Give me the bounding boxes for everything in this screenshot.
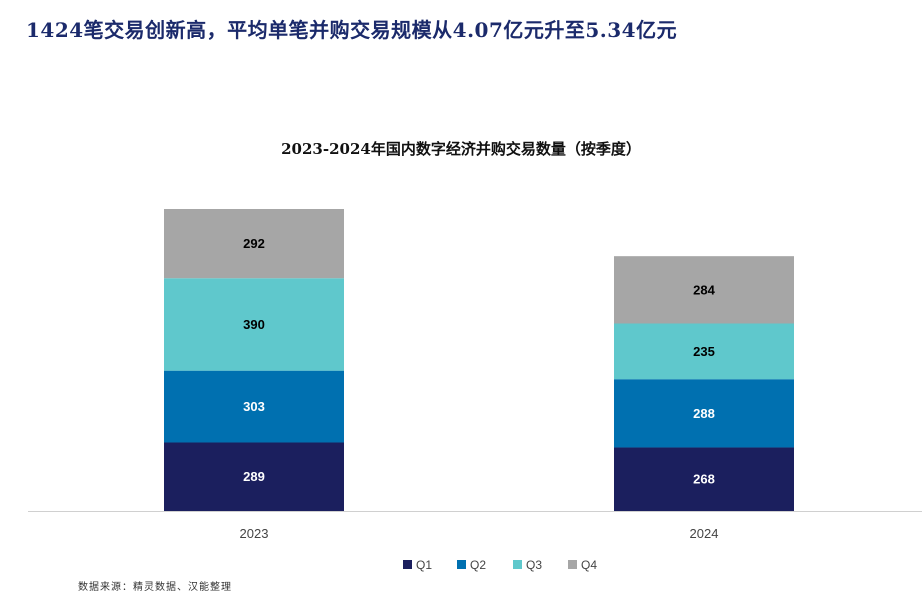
legend-swatch-q2: [457, 560, 466, 569]
legend-label-q1: Q1: [416, 558, 432, 572]
bar-2024-q1: [614, 447, 794, 511]
data-label-2024-q3: 235: [693, 344, 715, 359]
chart-title: 2023-2024年国内数字经济并购交易数量（按季度）: [281, 140, 641, 158]
data-label-2024-q1: 268: [693, 472, 715, 487]
bar-2024-q2: [614, 379, 794, 448]
bar-2024-q3: [614, 323, 794, 380]
data-label-2023-q4: 292: [243, 236, 265, 251]
legend-label-q2: Q2: [470, 558, 486, 572]
source-note: 数据来源：精灵数据、汉能整理: [78, 582, 232, 593]
legend-swatch-q4: [568, 560, 577, 569]
legend-label-q4: Q4: [581, 558, 597, 572]
bar-2024-q4: [614, 256, 794, 324]
bar-2023-q2: [164, 370, 344, 443]
legend-swatch-q3: [513, 560, 522, 569]
legend-label-q3: Q3: [526, 558, 542, 572]
data-label-2023-q2: 303: [243, 399, 265, 414]
bar-2023-q3: [164, 278, 344, 371]
bar-2023-q4: [164, 209, 344, 279]
data-label-2024-q4: 284: [693, 282, 715, 297]
data-label-2023-q1: 289: [243, 469, 265, 484]
data-label-2024-q2: 288: [693, 406, 715, 421]
bar-2023-q1: [164, 442, 344, 511]
page-title: 1424笔交易创新高，平均单笔并购交易规模从4.07亿元升至5.34亿元: [26, 18, 678, 42]
data-label-2023-q3: 390: [243, 317, 265, 332]
x-tick-label-2023: 2023: [240, 526, 269, 541]
x-tick-label-2024: 2024: [690, 526, 719, 541]
legend-swatch-q1: [403, 560, 412, 569]
